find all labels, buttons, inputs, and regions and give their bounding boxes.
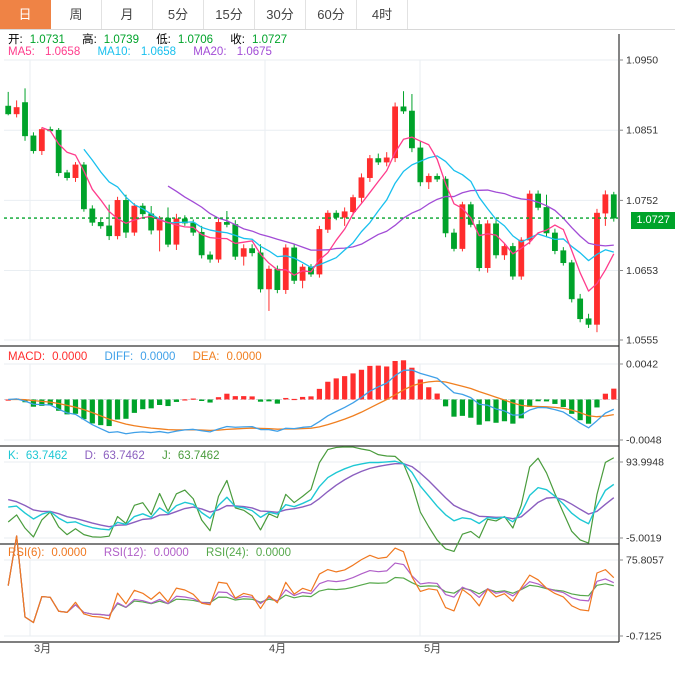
tab-4hour[interactable]: 4时 bbox=[357, 0, 408, 29]
ohlc-readout: 开: 1.0731 高: 1.0739 低: 1.0706 收: 1.0727 bbox=[8, 31, 301, 47]
d-value: 63.7462 bbox=[103, 450, 145, 462]
high-label: 高: 1.0739 bbox=[82, 34, 139, 46]
svg-text:0.0042: 0.0042 bbox=[626, 359, 658, 371]
tab-month[interactable]: 月 bbox=[102, 0, 153, 29]
rsi6-value: 0.0000 bbox=[51, 547, 87, 559]
ma5-entry: MA5: 1.0658 bbox=[8, 46, 81, 58]
macd-entry: MACD: 0.0000 bbox=[8, 351, 88, 363]
macd-readout: MACD: 0.0000 DIFF: 0.0000 DEA: 0.0000 bbox=[8, 351, 276, 363]
svg-text:3月: 3月 bbox=[34, 643, 51, 655]
rsi12-entry: RSI(12): 0.0000 bbox=[103, 547, 189, 559]
svg-text:1.0752: 1.0752 bbox=[626, 195, 658, 207]
d-entry: D: 63.7462 bbox=[84, 450, 145, 462]
ma10-entry: MA10: 1.0658 bbox=[97, 46, 177, 58]
ma10-value: 1.0658 bbox=[140, 46, 177, 58]
open-label: 开: 1.0731 bbox=[8, 34, 65, 46]
svg-text:75.8057: 75.8057 bbox=[626, 555, 664, 567]
price-candles bbox=[5, 88, 617, 333]
j-entry: J: 63.7462 bbox=[161, 450, 220, 462]
svg-text:1.0555: 1.0555 bbox=[626, 335, 658, 347]
rsi6-entry: RSI(6): 0.0000 bbox=[8, 547, 87, 559]
open-value: 1.0731 bbox=[29, 34, 65, 46]
svg-text:1.0653: 1.0653 bbox=[626, 265, 658, 277]
svg-text:1.0851: 1.0851 bbox=[626, 125, 658, 137]
rsi-panel bbox=[7, 535, 615, 624]
ma20-value: 1.0675 bbox=[236, 46, 272, 58]
svg-text:4月: 4月 bbox=[269, 643, 286, 655]
rsi24-entry: RSI(24): 0.0000 bbox=[206, 547, 292, 559]
low-label: 低: 1.0706 bbox=[156, 34, 214, 46]
tab-bar-filler bbox=[408, 0, 675, 29]
tab-30min[interactable]: 30分 bbox=[255, 0, 306, 29]
tab-15min[interactable]: 15分 bbox=[204, 0, 255, 29]
tab-5min[interactable]: 5分 bbox=[153, 0, 204, 29]
dea-value: 0.0000 bbox=[226, 351, 262, 363]
svg-text:1.0950: 1.0950 bbox=[626, 55, 658, 67]
svg-text:93.9948: 93.9948 bbox=[626, 457, 664, 469]
close-label: 收: 1.0727 bbox=[230, 34, 288, 46]
diff-entry: DIFF: 0.0000 bbox=[104, 351, 176, 363]
tab-day[interactable]: 日 bbox=[0, 0, 51, 29]
kdj-panel bbox=[7, 446, 615, 553]
ma-readout: MA5: 1.0658 MA10: 1.0658 MA20: 1.0675 bbox=[8, 46, 286, 58]
kdj-readout: K: 63.7462 D: 63.7462 J: 63.7462 bbox=[8, 450, 233, 462]
rsi12-value: 0.0000 bbox=[153, 547, 189, 559]
macd-value: 0.0000 bbox=[52, 351, 88, 363]
tab-60min[interactable]: 60分 bbox=[306, 0, 357, 29]
axis-labels: 1.0950 1.0851 1.0752 1.0653 1.0555 0.0042 -0.0… bbox=[34, 55, 664, 656]
grid-lines bbox=[0, 34, 620, 643]
close-value: 1.0727 bbox=[251, 34, 288, 46]
high-value: 1.0739 bbox=[103, 34, 139, 46]
ma5-value: 1.0658 bbox=[45, 46, 81, 58]
moving-average-lines bbox=[41, 126, 615, 292]
current-price-tag: 1.0727 bbox=[631, 212, 675, 230]
svg-text:-0.7125: -0.7125 bbox=[626, 631, 662, 643]
svg-text:5月: 5月 bbox=[424, 643, 441, 655]
rsi24-value: 0.0000 bbox=[255, 547, 292, 559]
dea-entry: DEA: 0.0000 bbox=[192, 351, 262, 363]
k-value: 63.7462 bbox=[25, 450, 68, 462]
low-value: 1.0706 bbox=[177, 34, 214, 46]
tab-week[interactable]: 周 bbox=[51, 0, 102, 29]
k-entry: K: 63.7462 bbox=[8, 450, 68, 462]
svg-text:-0.0048: -0.0048 bbox=[626, 435, 662, 447]
macd-panel bbox=[4, 360, 618, 435]
diff-value: 0.0000 bbox=[140, 351, 176, 363]
svg-text:-5.0019: -5.0019 bbox=[626, 533, 662, 545]
rsi-readout: RSI(6): 0.0000 RSI(12): 0.0000 RSI(24): 0.0… bbox=[8, 547, 305, 559]
ma20-entry: MA20: 1.0675 bbox=[193, 46, 272, 58]
period-tab-bar: 日 周 月 5分 15分 30分 60分 4时 bbox=[0, 0, 675, 30]
j-value: 63.7462 bbox=[177, 450, 220, 462]
